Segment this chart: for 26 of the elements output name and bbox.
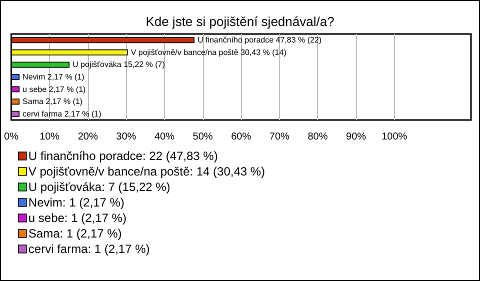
data-label: Nevim 2,17 % (1) <box>22 72 85 82</box>
data-label: U pojišťováka 15,22 % (7) <box>72 60 166 70</box>
data-label: cervi farma 2,17 % (1) <box>22 109 102 118</box>
legend-label: U finančního poradce: 22 (47,83 %) <box>28 149 218 163</box>
legend-label: cervi farma: 1 (2,17 %) <box>28 242 150 256</box>
x-tick-label: 80% <box>308 132 328 142</box>
x-tick-label: 60% <box>231 132 252 142</box>
x-tick-label: 30% <box>116 132 136 142</box>
x-tick-label: 20% <box>78 132 98 142</box>
x-tick-label: 10% <box>40 132 60 142</box>
data-label: Sama 2,17 % (1) <box>22 97 83 106</box>
x-tick-label: 90% <box>346 132 366 142</box>
chart-title: Kde jste si pojištění sjednával/a? <box>146 14 334 29</box>
legend-label: V pojišťovně/v bance/na poště: 14 (30,43 %) <box>28 164 266 178</box>
x-tick-label: 50% <box>192 132 213 142</box>
x-tick-label: 40% <box>154 132 175 142</box>
legend-label: Sama: 1 (2,17 %) <box>28 226 122 240</box>
x-tick-label: 100% <box>382 132 408 142</box>
legend-label: Nevim: 1 (2,17 %) <box>28 196 124 210</box>
x-tick-label: 0% <box>4 132 19 142</box>
data-label: u sebe 2,17 % (1) <box>22 84 86 94</box>
data-label: V pojišťovně/v bance/na poště 30,43 % (14) <box>130 48 287 57</box>
legend-label: U pojišťováka: 7 (15,22 %) <box>28 180 170 194</box>
data-label: U finančního poradce 47,83 % (22) <box>197 36 322 45</box>
legend-label: u sebe: 1 (2,17 %) <box>28 211 126 225</box>
x-tick-label: 70% <box>269 132 290 142</box>
